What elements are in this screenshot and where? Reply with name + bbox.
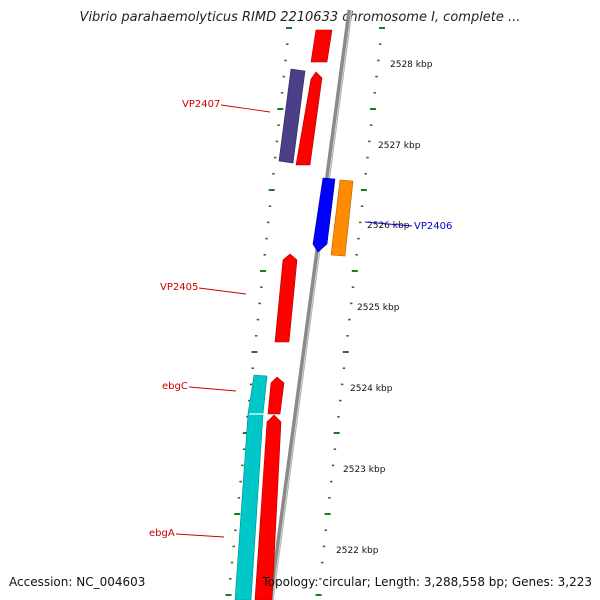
scale-label: 2528 kbp (390, 60, 433, 70)
map-title: Vibrio parahaemolyticus RIMD 2210633 chr… (79, 10, 521, 25)
accession-text: Accession: NC_004603 (9, 575, 146, 589)
leader-ebgc (188, 386, 237, 392)
feature-vp2406[interactable] (312, 177, 336, 253)
leader-ebga (175, 533, 225, 538)
scale-label: 2527 kbp (378, 141, 421, 151)
feature-vp2407[interactable] (278, 68, 306, 164)
scale-label: 2522 kbp (336, 546, 379, 556)
feature-forward-upper[interactable] (295, 71, 323, 166)
feature-orange[interactable] (330, 179, 354, 257)
feature-forward-top[interactable] (310, 29, 333, 63)
backbone-highlight (271, 9, 353, 600)
feature-vp2405[interactable] (274, 253, 298, 343)
backbone-line (268, 9, 353, 600)
leader-vp2406 (364, 221, 413, 227)
gene-features (234, 29, 354, 600)
gene-label-vp2405[interactable]: VP2405 (160, 282, 198, 293)
gene-label-vp2407[interactable]: VP2407 (182, 99, 220, 110)
topology-text: Topology: circular; Length: 3,288,558 bp… (262, 575, 592, 589)
feature-cyan-upper[interactable] (247, 374, 268, 415)
scale-ticks (225, 27, 385, 596)
scale-label: 2523 kbp (343, 465, 386, 475)
feature-ebga[interactable] (254, 414, 282, 600)
scale-label: 2525 kbp (357, 303, 400, 313)
gene-label-ebgc[interactable]: ebgC (162, 381, 188, 392)
feature-ebgc[interactable] (267, 376, 285, 415)
leader-vp2405 (198, 287, 247, 295)
scale-label: 2526 kbp (367, 221, 410, 231)
leader-vp2407 (220, 104, 271, 113)
scale-label: 2524 kbp (350, 384, 393, 394)
gene-label-ebga[interactable]: ebgA (149, 528, 175, 539)
gene-label-vp2406[interactable]: VP2406 (414, 221, 452, 232)
